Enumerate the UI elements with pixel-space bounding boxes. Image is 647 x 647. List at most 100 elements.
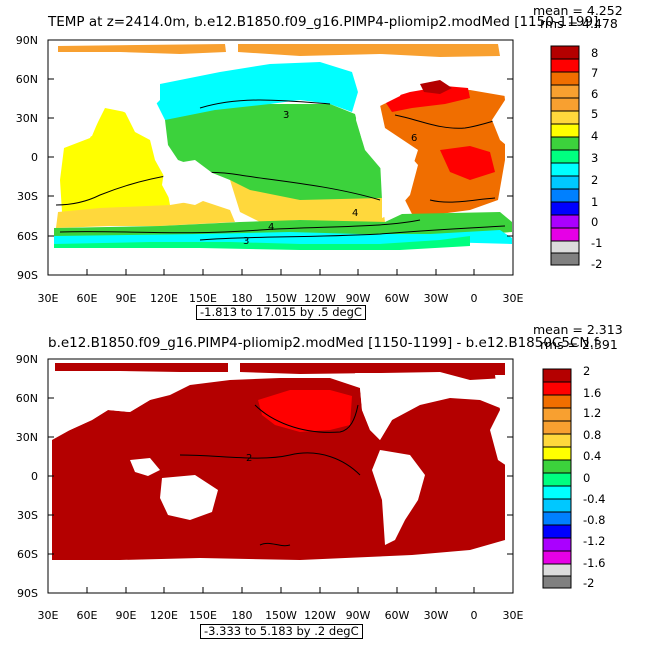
panel2-colorbar-label: -0.8 xyxy=(583,513,606,527)
panel2-colorbar-label: 0.4 xyxy=(583,449,602,463)
colorbar-swatch xyxy=(542,485,572,500)
panel1-colorbar-label: 4 xyxy=(591,129,599,143)
panel2-colorbar-label: 1.6 xyxy=(583,386,602,400)
colorbar-swatch xyxy=(542,524,572,539)
panel2-land-asia xyxy=(48,373,170,438)
panel1-colorbar-label: 5 xyxy=(591,107,599,121)
panel1-lon-label: 90W xyxy=(345,292,371,305)
panel1-lon-label: 150W xyxy=(265,292,297,305)
panel2-lat-label: 90N xyxy=(15,353,38,366)
panel2-lon-label: 30E xyxy=(37,609,59,622)
panel1-colorbar-label: 7 xyxy=(591,66,599,80)
colorbar-swatch xyxy=(550,149,580,164)
colorbar-swatch xyxy=(550,45,580,60)
colorbar-swatch xyxy=(550,227,580,242)
panel1-indian xyxy=(60,108,170,212)
panel1-mean: mean = 4.252 xyxy=(533,3,623,18)
panel1-lon-label: 30E xyxy=(37,292,59,305)
panel1-lon-label: 0 xyxy=(470,292,478,305)
colorbar-swatch xyxy=(542,498,572,513)
colorbar-swatch xyxy=(542,472,572,487)
colorbar-swatch xyxy=(542,368,572,383)
panel2-colorbar-label: 2 xyxy=(583,364,591,378)
panel2-colorbar-label: 0 xyxy=(583,471,591,485)
panel2-map: 2 xyxy=(47,358,514,594)
panel2-lat-label: 30S xyxy=(17,509,38,522)
panel1-contour-label: 6 xyxy=(411,133,417,144)
panel1-colorbar-label: 0 xyxy=(591,215,599,229)
panel1-natlantic-red xyxy=(384,86,470,112)
colorbar-swatch xyxy=(550,58,580,73)
panel1-colorbar-label: 8 xyxy=(591,46,599,60)
panel2-colorbar-label: -2 xyxy=(583,576,595,590)
panel2-colorbar-label: -0.4 xyxy=(583,492,606,506)
colorbar-swatch xyxy=(542,381,572,396)
colorbar-swatch xyxy=(542,550,572,565)
colorbar-swatch xyxy=(550,71,580,86)
panel1-colorbar-label: 1 xyxy=(591,195,599,209)
panel1-land-australia xyxy=(162,160,215,205)
panel1-lat-label: 60N xyxy=(15,73,38,86)
panel1-lon-label: 60E xyxy=(76,292,98,305)
panel2-colorbar-label: 1.2 xyxy=(583,406,602,420)
panel2-npacific-red xyxy=(258,390,352,432)
panel1-contour-label: 4 xyxy=(352,208,358,219)
panel2-lon-label: 30E xyxy=(502,609,524,622)
panel1-lat-label: 60S xyxy=(17,230,38,243)
panel2-land-indonesia xyxy=(130,458,160,476)
panel2-lon-label: 60W xyxy=(384,609,410,622)
colorbar-swatch xyxy=(550,252,580,266)
panel2-range-box: -3.333 to 5.183 by .2 degC xyxy=(200,624,363,639)
panel1-spacific-yellow xyxy=(230,180,385,222)
panel2-lat-label: 60N xyxy=(15,392,38,405)
panel2-lon-label: 60E xyxy=(76,609,98,622)
panel1-contour-label: 3 xyxy=(283,110,289,121)
colorbar-swatch xyxy=(550,84,580,99)
panel1-colorbar-label: -1 xyxy=(591,236,603,250)
colorbar-swatch xyxy=(542,563,572,577)
colorbar-swatch xyxy=(550,110,580,125)
colorbar-swatch xyxy=(542,407,572,422)
panel1-lat-label: 30S xyxy=(17,190,38,203)
panel1-colorbar xyxy=(550,45,580,266)
panel1-range-box: -1.813 to 17.015 by .5 degC xyxy=(196,305,366,320)
panel1-lon-label: 120W xyxy=(304,292,336,305)
panel2-lon-label: 90W xyxy=(345,609,371,622)
colorbar-swatch xyxy=(542,446,572,461)
panel2-lat-label: 60S xyxy=(17,548,38,561)
panel1-southern-green xyxy=(54,212,512,238)
panel2-lon-label: 0 xyxy=(470,609,478,622)
colorbar-swatch xyxy=(550,175,580,190)
panel2-lat-label: 30N xyxy=(15,431,38,444)
panel2-rms: rms = 2.391 xyxy=(540,337,618,352)
panel1-title: TEMP at z=2414.0m, b.e12.B1850.f09_g16.P… xyxy=(48,14,599,30)
panel1-lat-label: 90S xyxy=(17,269,38,282)
panel1-natlantic-dark xyxy=(420,80,452,94)
panel1-land-americas xyxy=(352,58,420,218)
panel1-lon-label: 90E xyxy=(115,292,137,305)
panel2-land-australia xyxy=(160,475,218,520)
colorbar-swatch xyxy=(542,511,572,526)
colorbar-swatch xyxy=(542,394,572,409)
colorbar-swatch xyxy=(550,136,580,151)
colorbar-swatch xyxy=(550,188,580,203)
panel2-title: b.e12.B1850.f09_g16.PIMP4-pliomip2.modMe… xyxy=(48,335,599,351)
panel1-lon-label: 180 xyxy=(231,292,253,305)
panel2-colorbar-label: -1.2 xyxy=(583,534,606,548)
panel2-land-antarctica xyxy=(48,568,513,593)
panel2-land-americas xyxy=(355,373,430,545)
panel2-land-africa xyxy=(490,375,513,470)
panel1-lat-label: 30N xyxy=(15,112,38,125)
panel1-colorbar-label: -2 xyxy=(591,257,603,271)
panel2-lon-label: 150W xyxy=(265,609,297,622)
panel2-colorbar-label: 0.8 xyxy=(583,428,602,442)
panel1-indian-south xyxy=(56,200,235,228)
colorbar-swatch xyxy=(550,214,580,229)
panel2-contour-label: 2 xyxy=(246,453,252,464)
panel1-lon-label: 30W xyxy=(423,292,449,305)
panel1-contour-label: 4 xyxy=(268,222,274,233)
panel2-lon-label: 30W xyxy=(423,609,449,622)
colorbar-swatch xyxy=(550,240,580,254)
panel2-lon-label: 90E xyxy=(115,609,137,622)
panel2-lon-label: 120E xyxy=(150,609,178,622)
